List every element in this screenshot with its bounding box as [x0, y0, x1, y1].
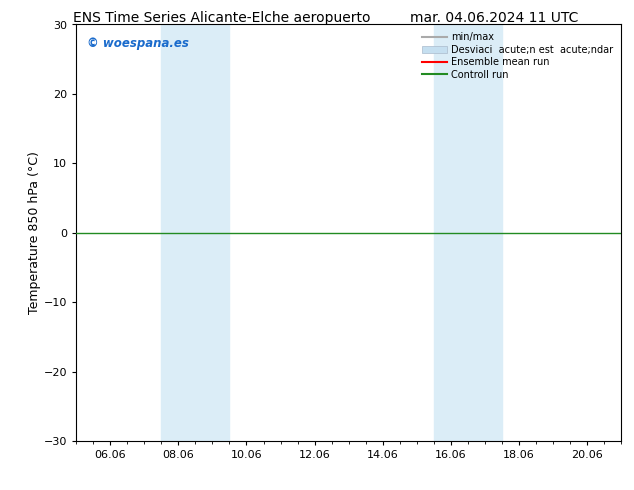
- Text: © woespana.es: © woespana.es: [87, 37, 189, 50]
- Bar: [161, 24, 230, 441]
- Text: mar. 04.06.2024 11 UTC: mar. 04.06.2024 11 UTC: [410, 11, 579, 25]
- Y-axis label: Temperature 850 hPa (°C): Temperature 850 hPa (°C): [28, 151, 41, 314]
- Bar: [434, 24, 502, 441]
- Text: ENS Time Series Alicante-Elche aeropuerto: ENS Time Series Alicante-Elche aeropuert…: [73, 11, 371, 25]
- Legend: min/max, Desviaci  acute;n est  acute;ndar, Ensemble mean run, Controll run: min/max, Desviaci acute;n est acute;ndar…: [419, 29, 616, 82]
